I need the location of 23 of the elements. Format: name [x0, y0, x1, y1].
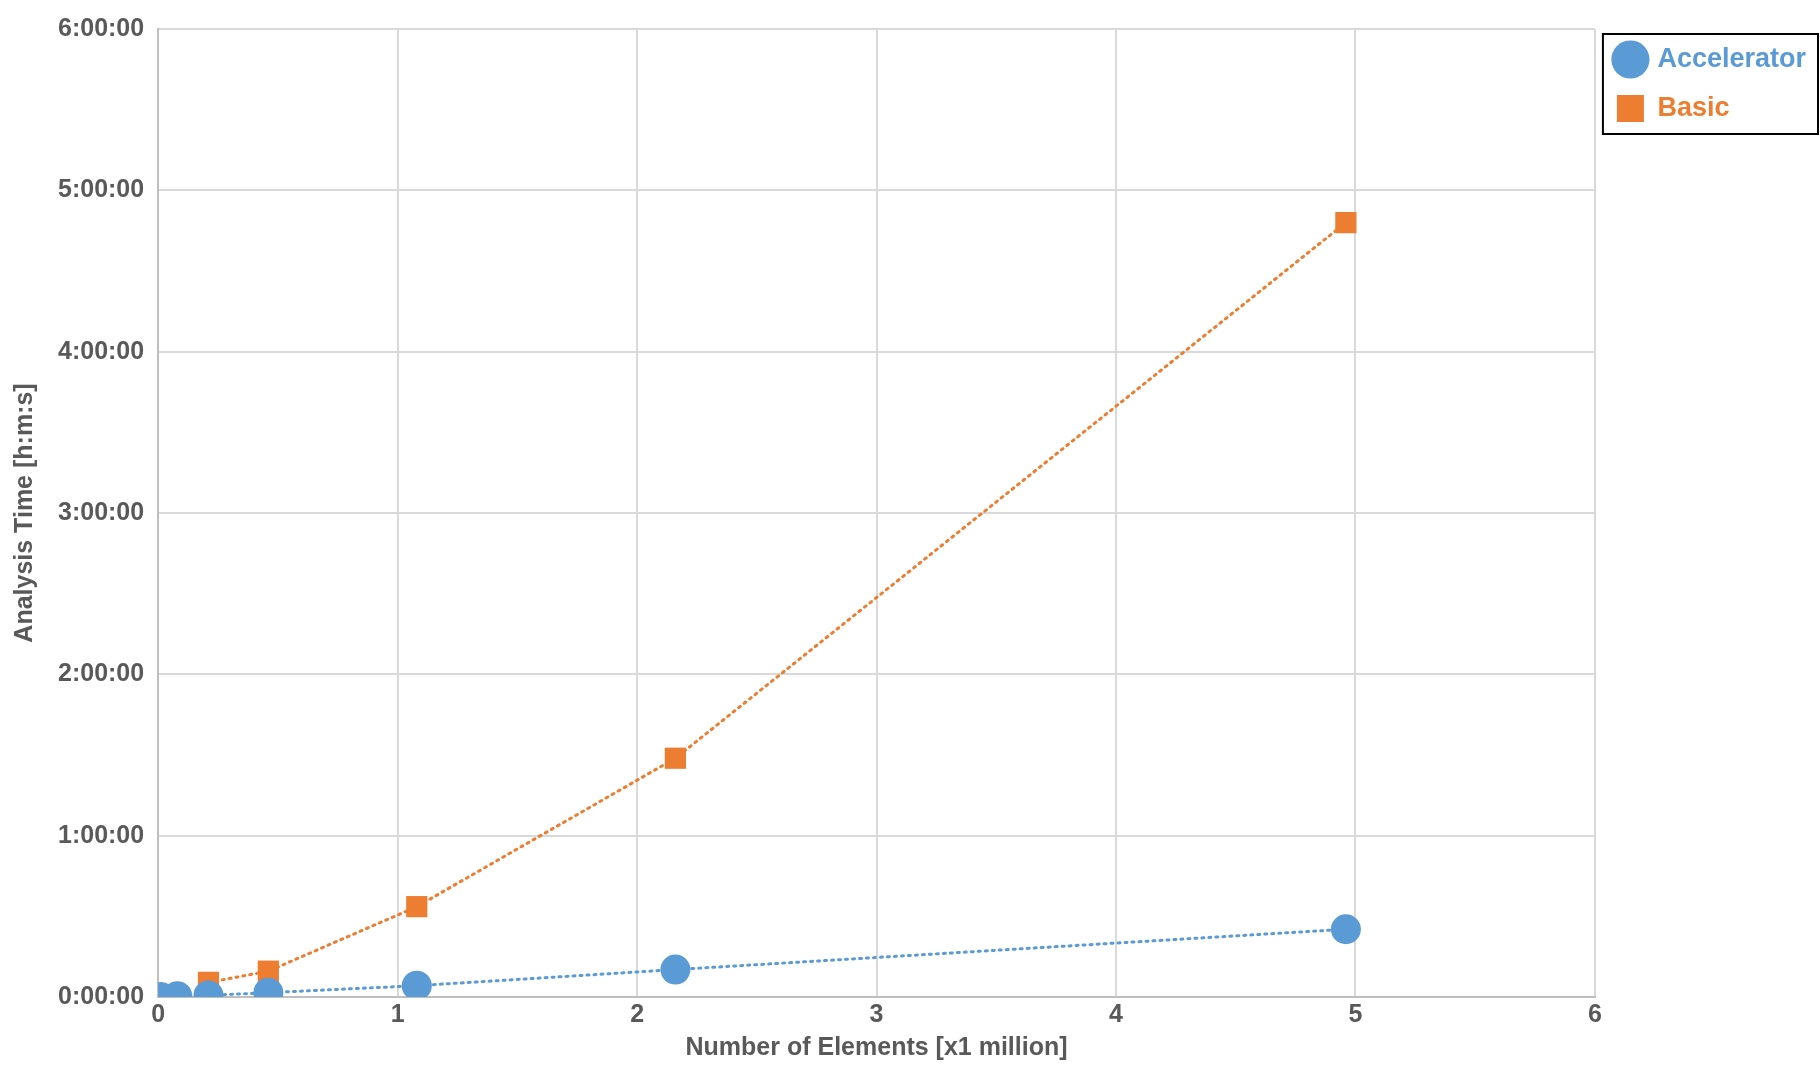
- y-tick-label: 2:00:00: [58, 658, 145, 687]
- y-tick-label: 1:00:00: [58, 819, 145, 848]
- point: [664, 747, 687, 769]
- x-tick-label: 4: [1109, 998, 1124, 1027]
- x-tick-label: 0: [151, 998, 166, 1027]
- x-tick-label: 5: [1348, 998, 1363, 1027]
- legend-label: Basic: [1657, 91, 1730, 122]
- y-tick-label: 5:00:00: [58, 174, 145, 203]
- y-tick-label: 6:00:00: [58, 12, 145, 41]
- point: [1330, 914, 1361, 945]
- x-axis-title: Number of Elements [x1 million]: [685, 1031, 1068, 1060]
- x-tick-label: 2: [630, 998, 645, 1027]
- y-axis-title: Analysis Time [h:m:s]: [8, 383, 37, 643]
- point: [406, 896, 428, 918]
- y-tick-label: 4:00:00: [58, 335, 145, 364]
- x-tick-label: 3: [869, 998, 884, 1027]
- legend-label: Accelerator: [1657, 42, 1807, 73]
- point: [660, 954, 691, 985]
- x-tick-label: 1: [390, 998, 405, 1027]
- x-tick-label: 6: [1587, 998, 1602, 1027]
- y-tick-label: 0:00:00: [58, 980, 145, 1009]
- point: [1335, 211, 1357, 234]
- y-tick-label: 3:00:00: [58, 496, 145, 525]
